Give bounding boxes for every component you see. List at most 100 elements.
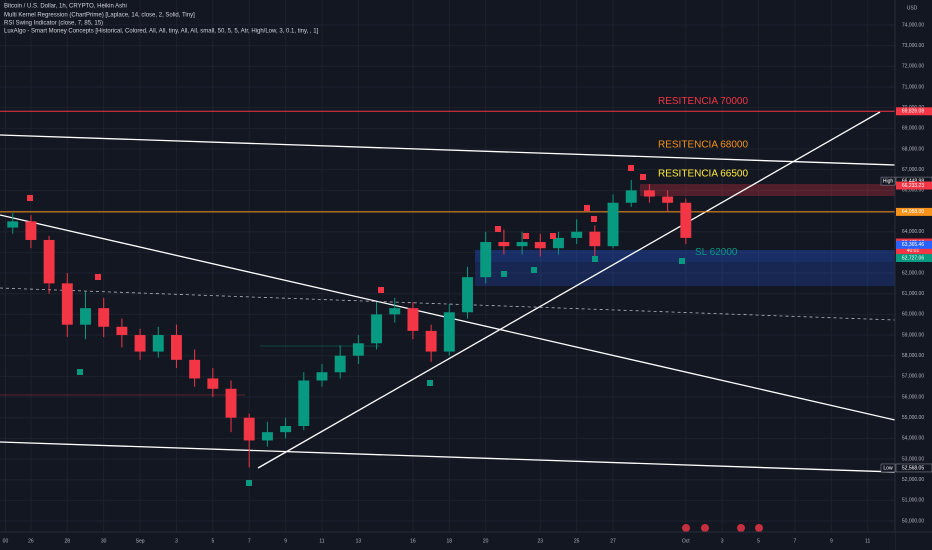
price-tag bbox=[896, 254, 932, 263]
x-tick-label: 25 bbox=[574, 538, 580, 544]
tag-label: High bbox=[883, 178, 894, 184]
buy-marker bbox=[531, 267, 537, 273]
candle-body bbox=[7, 221, 19, 228]
x-tick-label: 11 bbox=[319, 538, 324, 544]
candle-body bbox=[662, 196, 674, 203]
y-tick-label: 57,000.00 bbox=[902, 374, 924, 380]
annotation: SL 62000 bbox=[695, 247, 738, 258]
currency-label: USD bbox=[907, 5, 918, 11]
candle-body bbox=[371, 314, 383, 344]
candle-body bbox=[462, 277, 473, 313]
candle-body bbox=[352, 343, 364, 356]
y-tick-label: 54,000.00 bbox=[902, 436, 924, 442]
indicator-label: LuxAlgo - Smart Money Concepts [Historic… bbox=[4, 29, 319, 35]
annotation: RESITENCIA 70000 bbox=[658, 96, 748, 107]
sell-marker bbox=[550, 233, 556, 239]
event-icon bbox=[701, 524, 709, 532]
candle-body bbox=[534, 242, 546, 249]
annotation: RESITENCIA 68000 bbox=[658, 140, 748, 151]
buy-marker bbox=[501, 271, 507, 277]
y-tick-label: 53,000.00 bbox=[902, 456, 924, 462]
candle-body bbox=[316, 372, 328, 381]
y-tick-label: 55,000.00 bbox=[902, 415, 924, 421]
demand-zone bbox=[475, 250, 895, 262]
annotations: RESITENCIA 70000 RESITENCIA 68000 RESITENC… bbox=[658, 96, 748, 258]
y-tick-label: 74,000.00 bbox=[902, 22, 924, 28]
candle-body bbox=[61, 283, 73, 325]
candle-body bbox=[25, 221, 37, 240]
price-tag bbox=[895, 463, 932, 473]
x-tick-label: 7 bbox=[248, 538, 251, 544]
price-tag bbox=[896, 240, 932, 249]
y-tick-label: 72,000.00 bbox=[902, 64, 924, 70]
x-tick-label: 28 bbox=[65, 538, 71, 544]
candle-body bbox=[280, 425, 292, 433]
sell-marker bbox=[495, 226, 501, 232]
candle-body bbox=[225, 388, 237, 418]
candle-body bbox=[207, 378, 219, 389]
event-icons bbox=[682, 524, 763, 532]
levels bbox=[0, 110, 895, 213]
price-tag-label: 63,365.46 bbox=[902, 242, 924, 248]
y-tick-label: 69,000.00 bbox=[902, 126, 924, 132]
x-tick-label: 3 bbox=[721, 538, 724, 544]
x-tick-label: Oct bbox=[682, 538, 690, 544]
price-tag bbox=[896, 107, 932, 116]
x-tick-label: 30 bbox=[101, 538, 107, 544]
y-tick-label: 60,000.00 bbox=[902, 312, 924, 318]
tag-box bbox=[896, 246, 932, 255]
sell-marker bbox=[628, 165, 634, 171]
candle-body bbox=[480, 242, 492, 278]
channel-line bbox=[0, 134, 896, 166]
channel-line bbox=[0, 441, 896, 473]
x-tick-label: 7 bbox=[794, 538, 797, 544]
candle-body bbox=[425, 330, 437, 352]
y-tick-label: 67,000.00 bbox=[902, 167, 924, 173]
x-tick-label: 23 bbox=[537, 538, 543, 544]
candle-body bbox=[407, 308, 419, 331]
x-tick-label: 27 bbox=[610, 538, 616, 544]
y-tick-label: 51,000.00 bbox=[902, 498, 924, 504]
buy-marker bbox=[77, 369, 83, 375]
x-tick-label: 18 bbox=[447, 538, 453, 544]
candle-body bbox=[553, 237, 564, 249]
annotation: RESITENCIA 66500 bbox=[658, 168, 748, 179]
candle-body bbox=[261, 432, 273, 441]
sell-marker bbox=[584, 205, 590, 211]
y-tick-label: 71,000.00 bbox=[902, 84, 924, 90]
y-tick-label: 59,000.00 bbox=[902, 332, 924, 338]
time-axis bbox=[0, 532, 895, 550]
y-tick-label: 52,000.00 bbox=[902, 477, 924, 483]
sell-marker bbox=[378, 287, 384, 293]
price-tag bbox=[896, 181, 932, 190]
tag-box bbox=[880, 463, 896, 473]
x-tick-label: 26 bbox=[28, 538, 34, 544]
candle-body bbox=[443, 312, 455, 352]
price-tag-label: 64,958.00 bbox=[902, 209, 924, 215]
x-tick-label: 16 bbox=[410, 538, 416, 544]
buy-marker bbox=[592, 256, 598, 262]
sell-marker bbox=[591, 216, 597, 222]
candle-body bbox=[189, 359, 201, 379]
y-tick-label: 58,000.00 bbox=[902, 353, 924, 359]
candle-body bbox=[80, 308, 91, 325]
y-tick-label: 62,000.00 bbox=[902, 270, 924, 276]
candle-body bbox=[389, 308, 401, 315]
tag-label: 40:01 bbox=[907, 248, 920, 254]
x-tick-label: 20 bbox=[483, 538, 489, 544]
event-icon bbox=[755, 524, 763, 532]
axis-labels: 50,000.00 51,000.00 52,000.00 53,000.00 54,0… bbox=[3, 22, 932, 544]
tag-label: Low bbox=[883, 465, 893, 471]
x-tick-label: 3 bbox=[175, 538, 178, 544]
candle-body bbox=[589, 231, 601, 247]
y-tick-label: 61,000.00 bbox=[902, 291, 924, 297]
price-tag-label: 66,448.98 bbox=[902, 178, 924, 184]
event-icon bbox=[682, 524, 690, 532]
candle-body bbox=[43, 239, 55, 284]
buy-marker bbox=[246, 480, 252, 486]
candle-body bbox=[170, 335, 182, 360]
y-tick-label: 66,000.00 bbox=[902, 188, 924, 194]
chart-title: Bitcoin / U.S. Dollar, 1h, CRYPTO, Heiki… bbox=[4, 4, 127, 10]
